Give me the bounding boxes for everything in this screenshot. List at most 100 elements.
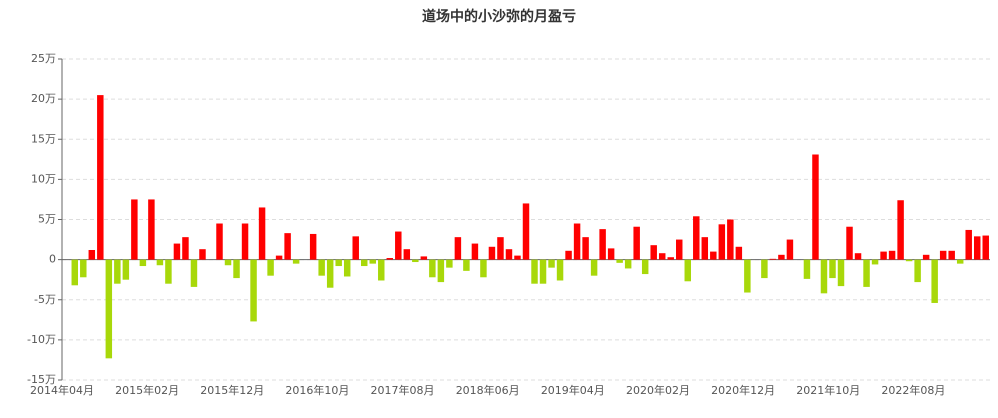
bar [326,259,334,288]
bar [497,237,504,260]
bar [778,254,785,260]
bar [718,224,726,260]
bar [693,216,700,260]
bar [539,259,547,284]
chart-title: 道场中的小沙弥的月盈亏 [422,8,576,25]
bar [556,259,564,281]
bar [275,255,283,260]
bar [599,229,606,260]
bar [463,259,470,271]
x-tick-label: 2022年08月 [881,383,945,397]
bar [710,251,717,260]
bar [488,246,496,260]
bar [820,259,828,294]
bar [624,259,632,269]
bar [292,259,300,264]
bar [973,236,981,260]
x-tick-label: 2020年12月 [711,383,775,397]
bar [905,259,913,262]
bar [182,237,189,260]
bar [386,258,394,260]
y-tick-label: -5万 [34,293,56,306]
bar [803,259,811,279]
bar [633,226,640,260]
bar [931,259,938,303]
bar [590,259,598,276]
y-tick-label: 25万 [31,52,56,65]
bar [216,223,223,260]
bar [531,259,538,284]
y-tick-label: 5万 [38,213,56,226]
y-tick-label: 15万 [31,132,56,145]
bar [446,259,453,268]
bar [80,259,87,278]
bar [965,229,972,260]
x-tick-label: 2019年04月 [541,383,605,397]
bar [573,223,581,260]
bar [607,248,615,260]
bar [548,259,555,268]
bar [880,251,887,260]
bar [335,259,342,267]
bar [199,249,206,260]
x-tick-label: 2015年02月 [115,383,179,397]
y-tick-label: -10万 [27,333,56,346]
x-tick-label: 2015年12月 [200,383,264,397]
bar [241,223,249,260]
y-tick-label: 20万 [31,92,56,105]
bar [122,259,130,280]
x-tick-label: 2016年10月 [285,383,349,397]
bar [429,259,436,278]
bar [676,239,683,260]
bar [148,199,155,260]
bar [284,233,291,260]
bar [250,259,257,322]
x-tick-label: 2017年08月 [371,383,435,397]
bar [361,259,368,267]
bar [403,249,411,260]
bar [420,256,428,260]
bar [863,259,870,287]
bar [378,259,385,281]
bar [837,259,845,287]
bar [829,259,836,279]
x-tick-label: 2020年02月 [626,383,690,397]
bar [948,250,955,260]
bar [139,259,147,267]
bar [922,254,930,260]
bar [956,259,964,264]
bar [701,237,709,260]
bar [454,237,462,260]
bar [352,236,359,260]
bar [505,249,513,260]
bar [658,253,666,260]
y-tick-label: -15万 [27,373,56,386]
bar [71,259,79,286]
x-tick-label: 2021年10月 [796,383,860,397]
bar [846,226,853,260]
bar [343,259,351,277]
bar [565,250,572,260]
bar [888,250,896,260]
bar [114,259,121,284]
bar [582,237,589,260]
bar [854,253,862,260]
bar [514,255,521,260]
bar [173,243,181,260]
bar [369,259,376,264]
y-tick-label: 0 [49,253,56,266]
bar [667,257,674,260]
bar [744,259,751,293]
x-tick-label: 2018年06月 [456,383,520,397]
bar [480,259,487,278]
bar [727,219,734,260]
bar [395,231,402,260]
bar [318,259,325,276]
bar [914,259,921,283]
bar [786,239,794,260]
bar [982,235,989,260]
bar [437,259,445,283]
y-tick-label: 10万 [31,172,56,185]
bar [165,259,172,284]
